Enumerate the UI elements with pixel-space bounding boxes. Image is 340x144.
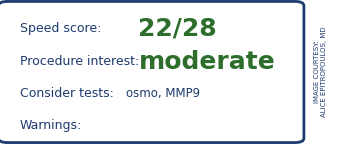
Text: 22/28: 22/28	[138, 17, 217, 41]
FancyBboxPatch shape	[0, 1, 304, 143]
Text: Speed score:: Speed score:	[20, 22, 101, 35]
Text: Warnings:: Warnings:	[20, 119, 82, 132]
Text: osmo, MMP9: osmo, MMP9	[126, 87, 201, 100]
Text: Procedure interest:: Procedure interest:	[20, 55, 139, 68]
Text: Consider tests:: Consider tests:	[20, 87, 117, 100]
Text: moderate: moderate	[138, 50, 275, 74]
Text: IMAGE COURTESY:
ALICE EPITROPOULOS, MD: IMAGE COURTESY: ALICE EPITROPOULOS, MD	[314, 27, 327, 117]
